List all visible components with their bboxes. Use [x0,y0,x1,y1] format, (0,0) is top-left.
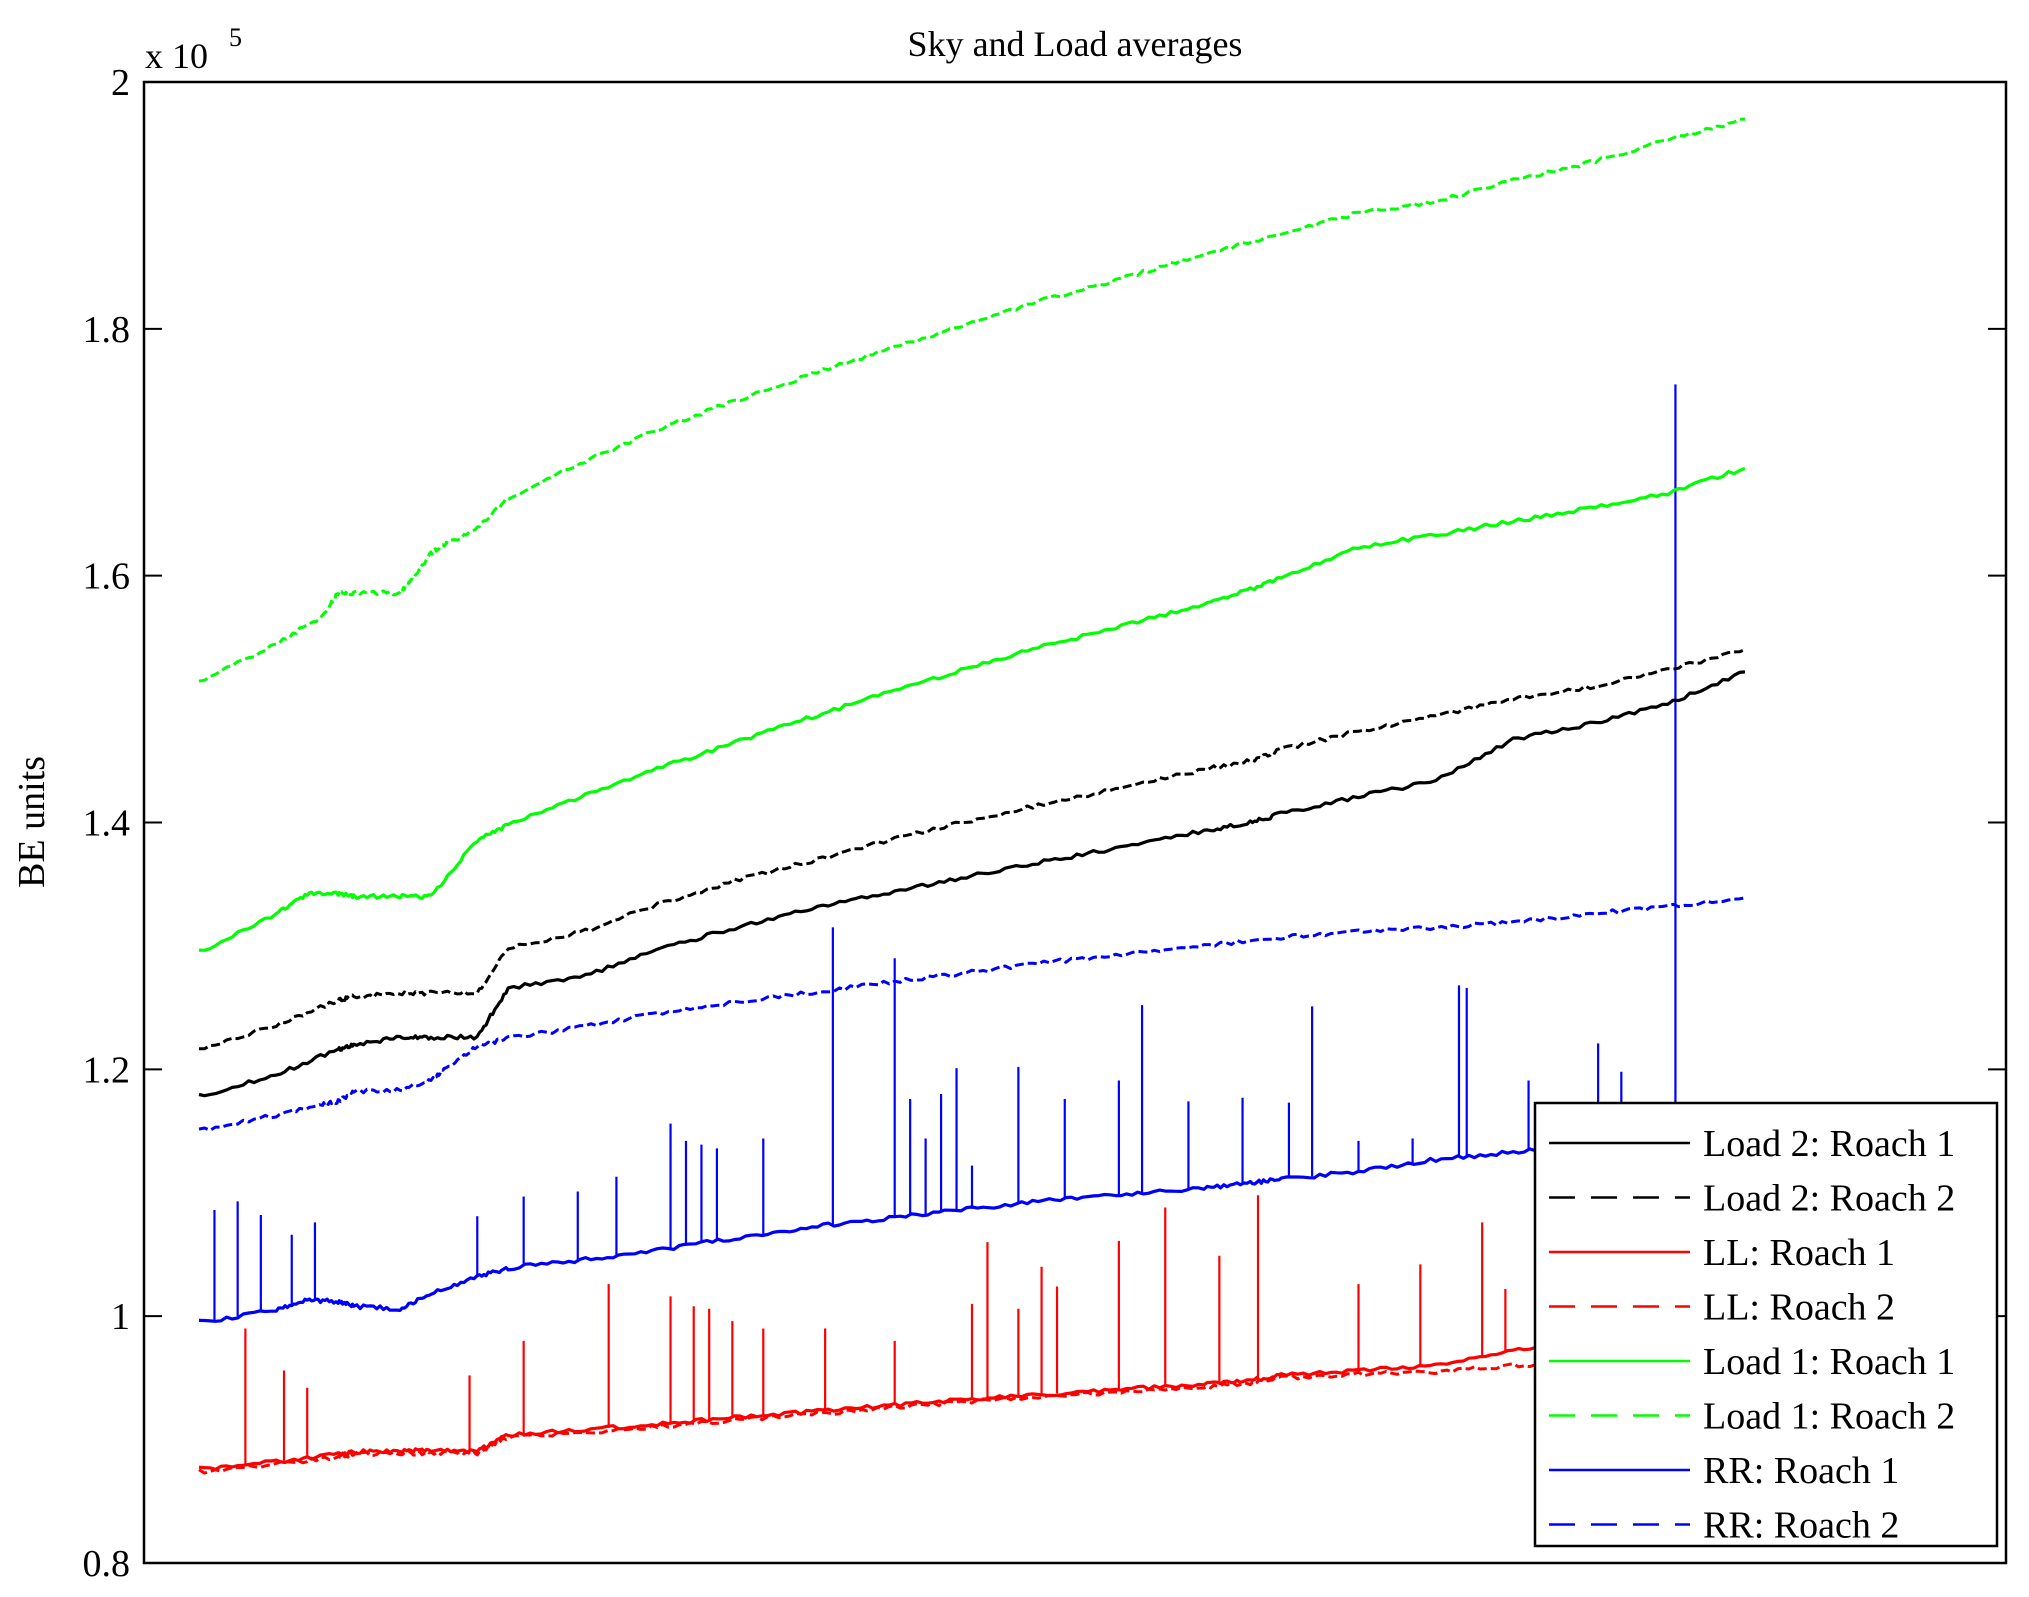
legend-entry-label: Load 2: Roach 2 [1703,1178,1955,1220]
series-line-load-2-roach-2 [199,648,1746,1051]
y-tick-label: 1 [111,1296,130,1338]
y-tick-label: 1.2 [83,1049,131,1091]
series-line-load-1-roach-1 [198,466,1746,952]
series-line-rr-roach-2 [198,896,1746,1132]
legend-entry-label: RR: Roach 1 [1703,1450,1899,1492]
y-multiplier: x 10 5 [145,23,242,76]
legend-entry-label: RR: Roach 2 [1703,1505,1899,1547]
legend-entry-label: LL: Roach 2 [1703,1287,1895,1329]
series-line-load-1-roach-2 [198,117,1746,683]
series-line-load-2-roach-1 [198,670,1746,1098]
legend-entry-label: LL: Roach 1 [1703,1232,1895,1274]
y-multiplier-base: x 10 [145,36,208,76]
y-tick-label: 0.8 [83,1543,131,1585]
y-tick-label: 2 [111,62,130,104]
legend-entry-label: Load 1: Roach 2 [1703,1396,1955,1438]
y-axis-label: BE units [11,756,53,888]
y-multiplier-exponent: 5 [229,23,242,52]
y-tick-label: 1.4 [83,803,131,845]
y-tick-label: 1.8 [83,309,131,351]
legend-box [1533,1101,1999,1548]
series-line-ll-roach-2 [198,1351,1746,1475]
y-tick-label: 1.6 [83,556,131,598]
legend-entry-label: Load 1: Roach 1 [1703,1341,1955,1383]
legend-entry-label: Load 2: Roach 1 [1703,1123,1955,1165]
chart-title: Sky and Load averages [908,24,1243,64]
series-line-rr-roach-1 [198,1132,1746,1323]
legend: Load 2: Roach 1 Load 2: Roach 2 LL: Roach … [1533,1101,1999,1548]
